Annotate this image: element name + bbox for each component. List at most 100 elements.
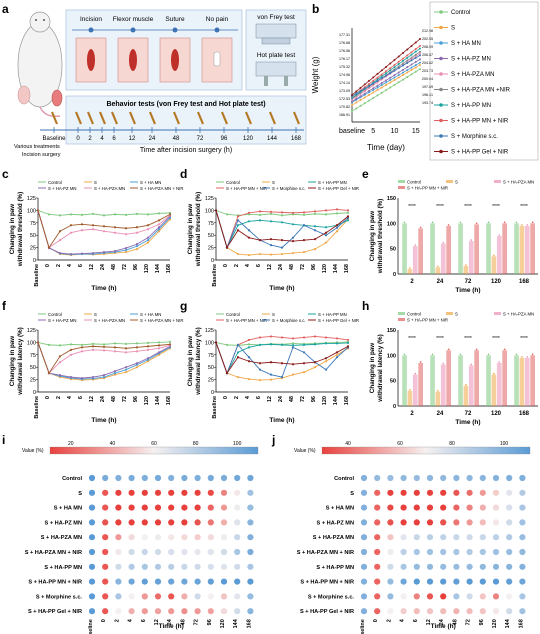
significance-mark: ****: [492, 336, 500, 342]
data-point: [113, 372, 117, 375]
heat-dot: [387, 563, 394, 570]
bar: [474, 350, 479, 406]
row-label: S + HA-PZ MN: [317, 520, 354, 526]
x-tick-label: 4: [245, 395, 251, 399]
heat-dot: [492, 504, 500, 511]
y-axis-title-line2: withdrawal latency (%): [377, 334, 384, 403]
start-value-label: 174.96: [339, 73, 350, 77]
heat-dot: [102, 608, 109, 615]
bar-dot: [526, 224, 529, 226]
legend-label: Control: [48, 180, 62, 185]
heat-dot: [360, 593, 368, 600]
x-tick-label: 72: [300, 264, 306, 270]
heat-dot: [426, 474, 434, 482]
heat-dot: [413, 534, 420, 541]
heat-dot: [168, 504, 175, 511]
step-label: Suture: [165, 16, 185, 23]
data-point: [393, 66, 396, 69]
data-point: [91, 345, 95, 348]
data-point: [351, 104, 353, 107]
heat-dot: [360, 474, 368, 482]
y-tick-label: 0: [393, 404, 396, 410]
heat-dot: [453, 578, 460, 585]
x-axis-title: Time (h): [455, 287, 480, 294]
data-point: [313, 238, 317, 241]
bar: [474, 224, 479, 274]
syringe-icon: [128, 111, 137, 125]
heat-dot: [168, 534, 175, 541]
row-label: S + HA-PZA MN + NIR: [25, 550, 82, 556]
heat-dot: [374, 548, 381, 556]
data-point: [247, 346, 251, 349]
heat-dot: [492, 563, 500, 570]
heat-dot: [207, 489, 214, 496]
heat-dot: [466, 608, 473, 615]
heat-dot: [426, 608, 434, 615]
heat-dot: [440, 489, 447, 496]
data-point: [291, 373, 295, 376]
note-incision: Incision surgery: [22, 152, 61, 158]
data-point: [146, 224, 150, 227]
x-tick-label: 24: [437, 279, 444, 285]
data-point: [346, 338, 350, 342]
data-point: [335, 342, 339, 345]
data-point: [146, 236, 150, 239]
heat-dot: [479, 474, 486, 482]
data-point: [146, 345, 150, 348]
heat-dot: [440, 474, 447, 482]
data-point: [236, 229, 240, 232]
col-label: 0: [101, 619, 107, 622]
x-tick-label: 144: [333, 263, 339, 273]
data-point: [80, 346, 84, 349]
data-point: [346, 215, 350, 218]
x-tick-label: 72: [122, 396, 128, 402]
heat-dot: [479, 548, 486, 556]
heat-dot: [220, 578, 228, 585]
heat-dot: [154, 534, 162, 541]
data-point: [410, 53, 413, 56]
heat-dot: [128, 563, 135, 570]
significance-mark: ****: [492, 204, 500, 210]
data-point: [247, 229, 251, 232]
heat-dot: [466, 548, 473, 556]
heat-dot: [453, 563, 460, 570]
data-point: [258, 213, 262, 216]
data-point: [402, 73, 404, 76]
x-tick-label: 2: [410, 411, 414, 417]
legend-swatch: [398, 318, 405, 321]
timeline-label: 0: [76, 136, 80, 142]
data-point: [146, 357, 150, 360]
significance-mark: ****: [464, 336, 472, 342]
data-point: [359, 104, 362, 107]
data-point: [372, 82, 375, 85]
timeline-label: 12: [129, 136, 136, 142]
x-tick-label: 15: [412, 128, 420, 135]
x-tick-label: 12: [89, 396, 95, 402]
rat-illustration: [17, 11, 63, 118]
bar: [440, 364, 446, 406]
start-value-label: 173.09: [339, 89, 350, 93]
data-point: [302, 250, 306, 254]
heat-dot: [88, 489, 96, 496]
heat-dot: [207, 504, 214, 511]
data-point: [280, 221, 284, 224]
data-point: [389, 69, 392, 72]
data-point: [124, 351, 128, 354]
bar: [496, 362, 502, 406]
bar: [458, 355, 463, 406]
data-point: [324, 336, 328, 339]
heat-dot: [194, 534, 201, 541]
data-point: [393, 58, 396, 61]
heat-dot: [440, 519, 447, 526]
data-point: [236, 343, 240, 346]
heat-dot: [168, 563, 175, 570]
x-tick-label: 24: [100, 263, 106, 270]
heat-dot: [128, 519, 135, 526]
data-point: [302, 211, 306, 214]
data-point: [80, 377, 84, 380]
x-tick-label: 144: [333, 395, 339, 405]
x-tick-label: 4: [67, 395, 73, 399]
heat-dot: [234, 563, 241, 570]
data-point: [389, 72, 392, 75]
